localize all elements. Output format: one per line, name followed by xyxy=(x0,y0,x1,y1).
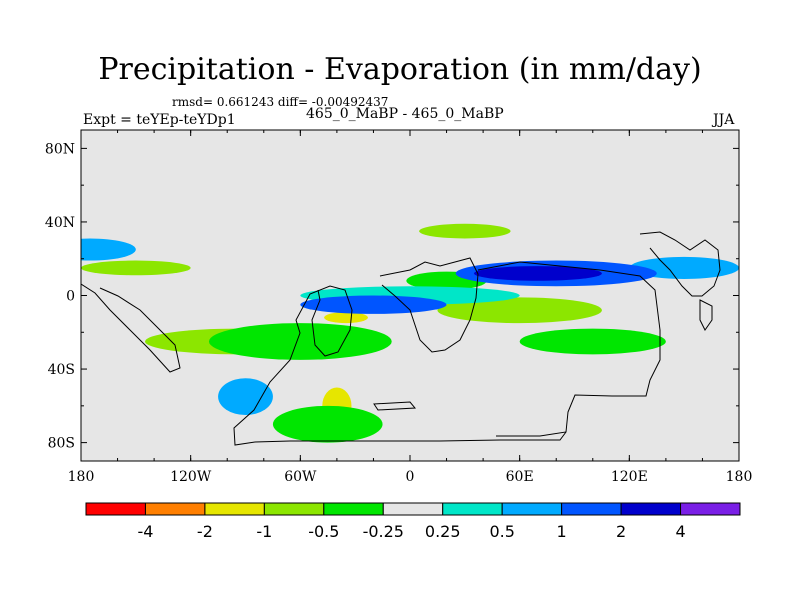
field-blob-12 xyxy=(81,238,136,261)
x-tick-label-3: 0 xyxy=(406,469,415,485)
coastline-antarctica xyxy=(254,431,567,443)
x-tick-label-1: 120W xyxy=(170,469,212,485)
coastline-south-asia xyxy=(477,261,661,437)
coastline-east-asia xyxy=(639,231,721,297)
colorbar-swatch-4 xyxy=(323,502,384,516)
field-blob-16 xyxy=(218,378,273,416)
coastline-layer xyxy=(81,231,721,446)
colorbar-label-8: 2 xyxy=(616,522,626,541)
colorbar-label-0: -4 xyxy=(137,522,153,541)
x-tick-label-6: 180 xyxy=(726,469,753,485)
coastline-island xyxy=(373,401,417,411)
field-blob-13 xyxy=(629,256,739,279)
x-tick-label-5: 120E xyxy=(611,469,648,485)
y-tick-label-2: 0 xyxy=(66,289,75,305)
colorbar-swatch-10 xyxy=(680,502,741,516)
y-tick-label-3: 40S xyxy=(48,362,75,378)
coastline-north-america xyxy=(81,283,181,373)
x-tick-label-4: 60E xyxy=(506,469,534,485)
colorbar-swatch-7 xyxy=(501,502,563,516)
colorbar-label-5: 0.25 xyxy=(425,522,461,541)
colorbar-label-1: -2 xyxy=(197,522,213,541)
colorbar-swatch-9 xyxy=(620,502,682,516)
y-tick-label-4: 80S xyxy=(48,436,75,452)
coastline-australia xyxy=(699,299,713,331)
season-label: JJA xyxy=(713,112,735,128)
stats-label: rmsd= 0.661243 diff= -0.00492437 xyxy=(172,95,389,109)
colorbar-swatch-3 xyxy=(263,502,325,516)
colorbar-label-3: -0.5 xyxy=(308,522,339,541)
field-blob-0 xyxy=(324,312,368,324)
colorbar-label-4: -0.25 xyxy=(363,522,404,541)
coastline-americas xyxy=(233,285,353,446)
field-blob-6 xyxy=(81,260,191,276)
field-blob-9 xyxy=(519,328,666,355)
x-tick-label-2: 60W xyxy=(284,469,317,485)
field-blob-5 xyxy=(437,297,602,324)
y-tick-label-1: 40N xyxy=(45,215,75,231)
field-layer xyxy=(81,223,739,443)
field-blob-15 xyxy=(300,295,447,314)
colorbar-label-9: 4 xyxy=(675,522,685,541)
x-tick-label-0: 180 xyxy=(68,469,95,485)
colorbar-label-6: 0.5 xyxy=(489,522,514,541)
field-blob-17 xyxy=(473,266,602,281)
field-blob-8 xyxy=(208,323,392,360)
colorbar-label-7: 1 xyxy=(557,522,567,541)
x-axis: 180 120W 60W 0 60E 120E 180 xyxy=(68,130,753,485)
coastline-africa xyxy=(379,257,479,353)
colorbar-swatch-2 xyxy=(204,502,265,516)
case-label: 465_0_MaBP - 465_0_MaBP xyxy=(306,106,504,122)
colorbar-swatch-0 xyxy=(85,502,146,516)
colorbar-swatch-1 xyxy=(144,502,206,516)
chart-title: Precipitation - Evaporation (in mm/day) xyxy=(98,52,702,87)
field-blob-3 xyxy=(419,223,511,239)
colorbar-swatch-6 xyxy=(442,502,503,516)
experiment-label: Expt = teYEp-teYDp1 xyxy=(83,112,236,128)
colorbar: -4 -2 -1 -0.5 -0.25 0.25 0.5 1 2 4 xyxy=(85,502,741,541)
y-axis: 80N 40N 0 40S 80S xyxy=(45,141,739,452)
y-tick-label-0: 80N xyxy=(45,141,75,157)
colorbar-label-2: -1 xyxy=(256,522,272,541)
colorbar-swatch-5 xyxy=(382,502,444,516)
colorbar-swatch-8 xyxy=(561,502,622,516)
field-blob-10 xyxy=(272,405,383,443)
